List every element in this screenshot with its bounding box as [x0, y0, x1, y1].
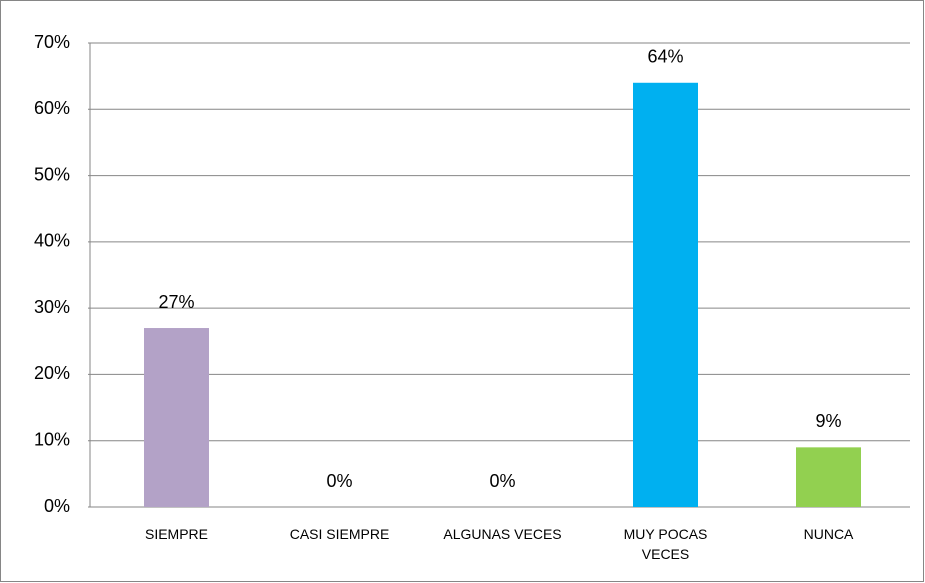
- bar: [144, 328, 209, 507]
- bar: [633, 82, 698, 508]
- y-tick-label: 60%: [34, 98, 70, 118]
- x-tick-label: CASI SIEMPRE: [289, 526, 390, 542]
- y-tick-label: 0%: [44, 496, 70, 516]
- value-label: 9%: [815, 411, 841, 431]
- y-tick-label: 50%: [34, 164, 70, 184]
- y-tick-label: 40%: [34, 231, 70, 251]
- value-label: 0%: [489, 471, 515, 491]
- x-tick-label: NUNCA: [803, 526, 854, 542]
- bar: [796, 447, 861, 507]
- y-tick-label: 70%: [34, 32, 70, 52]
- value-label: 0%: [326, 471, 352, 491]
- x-tick-label: MUY POCAS VECES: [623, 526, 708, 562]
- y-tick-label: 20%: [34, 363, 70, 383]
- x-tick-label: SIEMPRE: [144, 526, 208, 542]
- x-tick-label: ALGUNAS VECES: [443, 526, 562, 542]
- y-tick-label: 30%: [34, 297, 70, 317]
- value-label: 64%: [647, 47, 683, 67]
- y-tick-label: 10%: [34, 429, 70, 449]
- value-label: 27%: [158, 292, 194, 312]
